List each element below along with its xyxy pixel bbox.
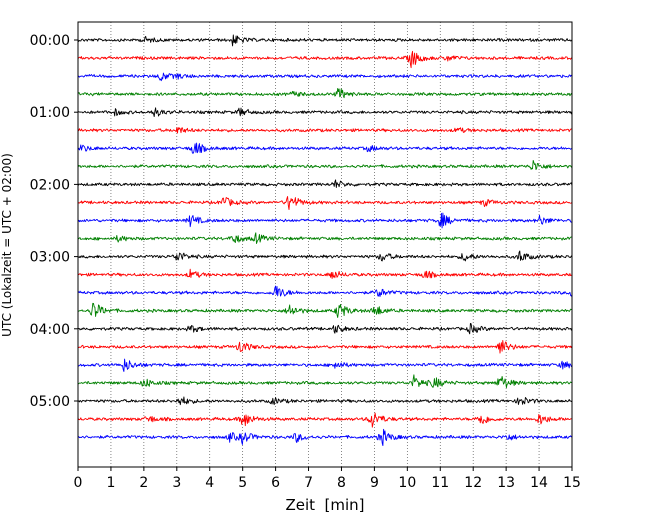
y-tick-label-4: 04:00 — [30, 322, 70, 338]
trace-row-1 — [77, 50, 573, 69]
trace-row-13 — [77, 268, 573, 279]
trace-row-10 — [77, 212, 573, 229]
seismic-traces — [77, 34, 573, 447]
y-tick-label-5: 05:00 — [30, 394, 70, 410]
x-tick-label-4: 4 — [205, 475, 214, 491]
trace-row-14 — [77, 285, 573, 297]
y-tick-label-1: 01:00 — [30, 105, 70, 121]
x-tick-label-1: 1 — [106, 475, 115, 491]
x-tick-label-11: 11 — [431, 475, 449, 491]
trace-row-6 — [77, 142, 573, 154]
trace-row-3 — [77, 87, 573, 99]
trace-row-4 — [77, 107, 573, 118]
trace-row-18 — [77, 358, 572, 372]
x-tick-label-3: 3 — [172, 475, 181, 491]
trace-row-12 — [77, 250, 573, 262]
x-tick-label-2: 2 — [139, 475, 148, 491]
y-axis-label: UTC (Lokalzeit = UTC + 02:00) — [0, 153, 14, 337]
trace-row-8 — [77, 179, 573, 188]
x-tick-label-15: 15 — [563, 475, 581, 491]
trace-row-11 — [77, 232, 573, 244]
trace-row-7 — [77, 159, 573, 171]
trace-row-16 — [77, 322, 573, 335]
trace-row-15 — [77, 302, 573, 318]
trace-row-22 — [77, 428, 573, 447]
trace-row-9 — [77, 196, 573, 211]
y-axis-ticks: 00:00 01:00 02:00 03:00 04:00 05:00 — [30, 33, 78, 410]
x-axis-ticks: 0 1 2 3 4 5 6 7 8 9 10 11 12 13 14 15 — [74, 467, 581, 491]
x-tick-label-12: 12 — [464, 475, 482, 491]
x-tick-label-9: 9 — [370, 475, 379, 491]
x-tick-label-14: 14 — [530, 475, 548, 491]
y-tick-label-0: 00:00 — [30, 33, 70, 49]
trace-row-20 — [77, 396, 573, 406]
x-tick-label-10: 10 — [398, 475, 416, 491]
trace-row-21 — [77, 412, 573, 428]
trace-row-0 — [77, 34, 573, 47]
y-tick-label-3: 03:00 — [30, 250, 70, 266]
x-tick-label-7: 7 — [304, 475, 313, 491]
plot-frame — [77, 21, 573, 468]
x-axis-label: Zeit [min] — [285, 496, 364, 514]
x-tick-label-5: 5 — [238, 475, 247, 491]
x-tick-label-8: 8 — [337, 475, 346, 491]
trace-row-2 — [77, 72, 573, 82]
x-tick-label-13: 13 — [497, 475, 515, 491]
trace-row-19 — [77, 374, 573, 389]
x-tick-label-0: 0 — [74, 475, 83, 491]
x-tick-label-6: 6 — [271, 475, 280, 491]
vertical-gridlines — [110, 22, 540, 467]
y-tick-label-2: 02:00 — [30, 177, 70, 193]
trace-row-17 — [77, 340, 573, 354]
trace-row-5 — [77, 127, 573, 134]
